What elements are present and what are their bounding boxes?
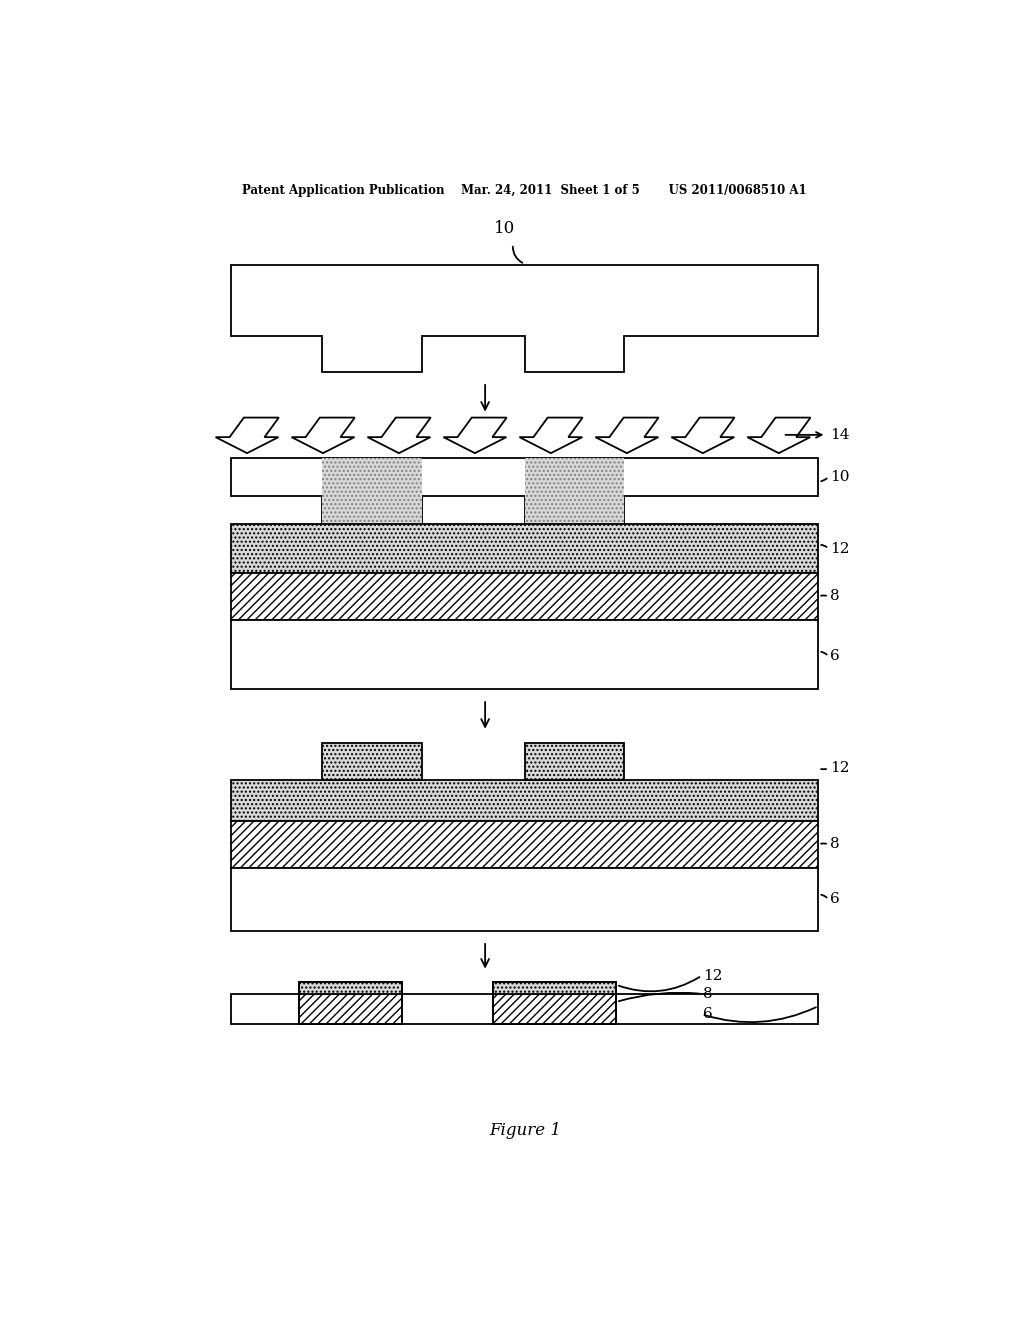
Text: 8: 8 [830, 837, 840, 851]
Bar [323, 458, 422, 524]
Text: 6: 6 [830, 892, 840, 907]
Polygon shape [595, 417, 658, 453]
Polygon shape [231, 458, 818, 524]
Bar [231, 780, 818, 821]
Bar [299, 982, 401, 994]
Bar [524, 458, 624, 524]
Bar [299, 982, 401, 1024]
Bar [299, 994, 401, 1024]
Text: 10: 10 [495, 219, 516, 236]
Polygon shape [519, 417, 583, 453]
Polygon shape [231, 265, 818, 372]
Text: 12: 12 [830, 541, 850, 556]
Text: Patent Application Publication    Mar. 24, 2011  Sheet 1 of 5       US 2011/0068: Patent Application Publication Mar. 24, … [243, 183, 807, 197]
Text: 6: 6 [703, 1007, 713, 1022]
Bar [323, 743, 422, 780]
Text: 12: 12 [703, 969, 723, 982]
Polygon shape [216, 417, 279, 453]
Text: 14: 14 [830, 428, 850, 442]
Text: 12: 12 [830, 762, 850, 775]
Bar [231, 573, 818, 620]
Bar [231, 994, 818, 1024]
Polygon shape [443, 417, 507, 453]
Polygon shape [368, 417, 431, 453]
Bar [524, 743, 624, 780]
Bar [231, 821, 818, 867]
Text: 6: 6 [830, 649, 840, 664]
Text: 8: 8 [830, 590, 840, 603]
Bar [494, 982, 616, 1024]
Bar [231, 620, 818, 689]
Polygon shape [748, 417, 811, 453]
Text: 8: 8 [703, 987, 713, 1001]
Bar [494, 982, 616, 994]
Bar [231, 867, 818, 931]
Bar [231, 524, 818, 573]
Polygon shape [292, 417, 354, 453]
Bar [494, 994, 616, 1024]
Text: Figure 1: Figure 1 [488, 1122, 561, 1139]
Text: 10: 10 [830, 470, 850, 483]
Polygon shape [672, 417, 734, 453]
